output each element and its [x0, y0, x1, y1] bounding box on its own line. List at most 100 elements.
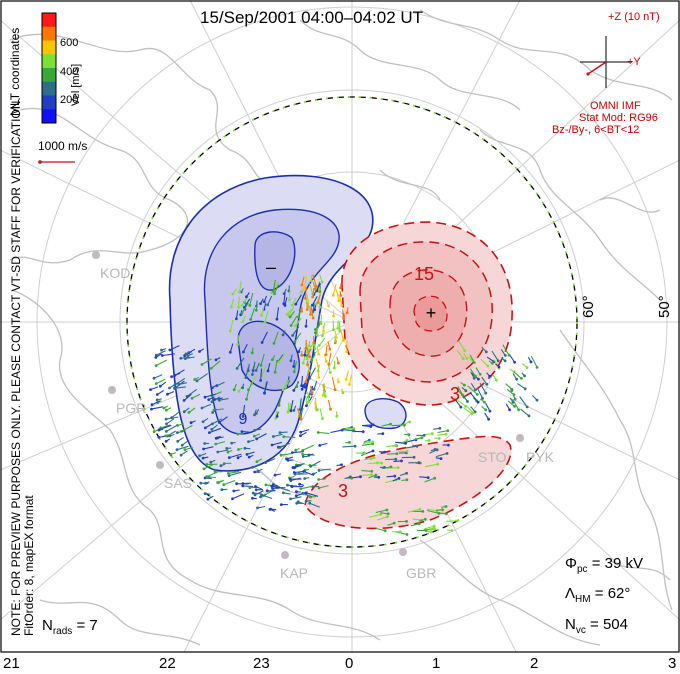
velocity-vector-origin — [523, 387, 527, 391]
velocity-vector-origin — [465, 357, 469, 360]
velocity-vector-origin — [304, 347, 308, 350]
velocity-vector-origin — [236, 343, 240, 346]
velocity-vector-origin — [160, 348, 163, 352]
velocity-vector — [177, 430, 186, 434]
velocity-vector — [479, 382, 487, 394]
velocity-vector-origin — [256, 506, 259, 510]
nrads-symbol: N — [42, 617, 53, 634]
velocity-vector — [361, 443, 373, 446]
velocity-vector-origin — [271, 358, 274, 361]
velocity-vector-origin — [259, 302, 262, 305]
velocity-vector-origin — [214, 442, 218, 446]
velocity-vector-origin — [272, 435, 275, 438]
velocity-vector-origin — [304, 324, 308, 328]
velocity-vector-origin — [198, 350, 201, 353]
velocity-vector-origin — [477, 377, 480, 381]
velocity-vector-origin — [286, 410, 290, 414]
velocity-vector-origin — [308, 355, 311, 359]
velocity-vector-origin — [317, 352, 320, 356]
velocity-vector — [295, 294, 302, 305]
velocity-vector — [317, 313, 321, 325]
velocity-vector-origin — [315, 408, 319, 412]
velocity-vector-origin — [370, 469, 374, 473]
velocity-vector — [375, 509, 388, 514]
velocity-vector-origin — [299, 430, 303, 434]
velocity-vector-origin — [259, 379, 262, 382]
velocity-vector — [256, 433, 267, 440]
velocity-vector-origin — [305, 404, 308, 407]
velocity-vector-origin — [304, 297, 307, 300]
velocity-vector-origin — [291, 334, 294, 337]
velocity-vector — [369, 513, 381, 518]
velocity-vector-origin — [485, 382, 489, 386]
velocity-vector-origin — [437, 512, 441, 515]
velocity-vector-origin — [237, 389, 241, 393]
velocity-vectors — [149, 274, 539, 536]
velocity-vector-origin — [279, 503, 283, 506]
velocity-vector — [196, 373, 209, 382]
velocity-vector-origin — [421, 510, 425, 513]
colorbar-frame — [41, 12, 57, 124]
velocity-vector-origin — [304, 499, 308, 503]
velocity-vector — [250, 307, 256, 320]
velocity-vector — [306, 347, 311, 357]
velocity-vector — [457, 340, 466, 351]
coordinate-system-label: MLT coordinates — [8, 28, 22, 116]
velocity-vector — [312, 274, 317, 287]
velocity-vector-origin — [300, 384, 303, 387]
velocity-vector-origin — [497, 365, 501, 369]
velocity-vector-origin — [523, 374, 526, 378]
imf-model: Stat Mod: RG96 — [579, 112, 658, 124]
velocity-vector — [325, 344, 328, 355]
velocity-vector-origin — [309, 464, 313, 468]
velocity-vector-origin — [300, 387, 304, 391]
velocity-vector — [455, 398, 467, 407]
velocity-vector — [519, 396, 528, 408]
velocity-vector — [159, 424, 172, 431]
velocity-vector-origin — [259, 495, 262, 499]
velocity-vector-origin — [374, 473, 378, 477]
colorbar-segment — [42, 68, 56, 83]
velocity-vector — [252, 463, 261, 468]
velocity-vector-origin — [433, 476, 437, 480]
colorbar-segment — [42, 13, 56, 28]
velocity-vector-origin — [484, 391, 488, 395]
velocity-vector — [413, 437, 423, 441]
velocity-vector-origin — [154, 353, 158, 357]
velocity-vector-origin — [317, 469, 321, 472]
mlt-label-0: 0 — [345, 655, 354, 672]
potential-contours — [168, 174, 513, 530]
velocity-vector-origin — [371, 440, 375, 444]
velocity-vector — [217, 449, 229, 453]
velocity-vector-origin — [200, 406, 204, 410]
velocity-vector-origin — [344, 378, 348, 381]
velocity-vector — [242, 405, 246, 417]
velocity-vector — [276, 307, 280, 320]
velocity-vector-origin — [300, 309, 303, 313]
velocity-vector-origin — [281, 388, 285, 391]
velocity-vector-origin — [471, 411, 475, 415]
velocity-vector — [153, 374, 163, 379]
velocity-vector-origin — [463, 383, 466, 387]
velocity-vector-origin — [202, 467, 206, 471]
velocity-vector-origin — [232, 388, 236, 392]
velocity-vector — [308, 283, 314, 295]
velocity-vector-origin — [211, 411, 215, 414]
velocity-vector — [395, 441, 406, 444]
velocity-vector-origin — [198, 454, 202, 458]
velocity-vector-origin — [199, 481, 203, 485]
velocity-vector-origin — [241, 386, 245, 390]
velocity-vector — [476, 387, 483, 399]
velocity-vector-origin — [155, 393, 159, 396]
velocity-vector-origin — [377, 475, 381, 479]
velocity-vector-origin — [484, 408, 488, 412]
velocity-vector-origin — [301, 452, 304, 456]
velocity-vector — [309, 502, 320, 508]
velocity-vector-origin — [310, 279, 313, 283]
velocity-vector-origin — [336, 326, 340, 330]
velocity-vector-origin — [273, 292, 276, 296]
velocity-vector-origin — [345, 350, 349, 354]
velocity-vector-origin — [201, 420, 205, 424]
velocity-vector-origin — [430, 432, 434, 436]
velocity-vector-origin — [217, 398, 221, 402]
